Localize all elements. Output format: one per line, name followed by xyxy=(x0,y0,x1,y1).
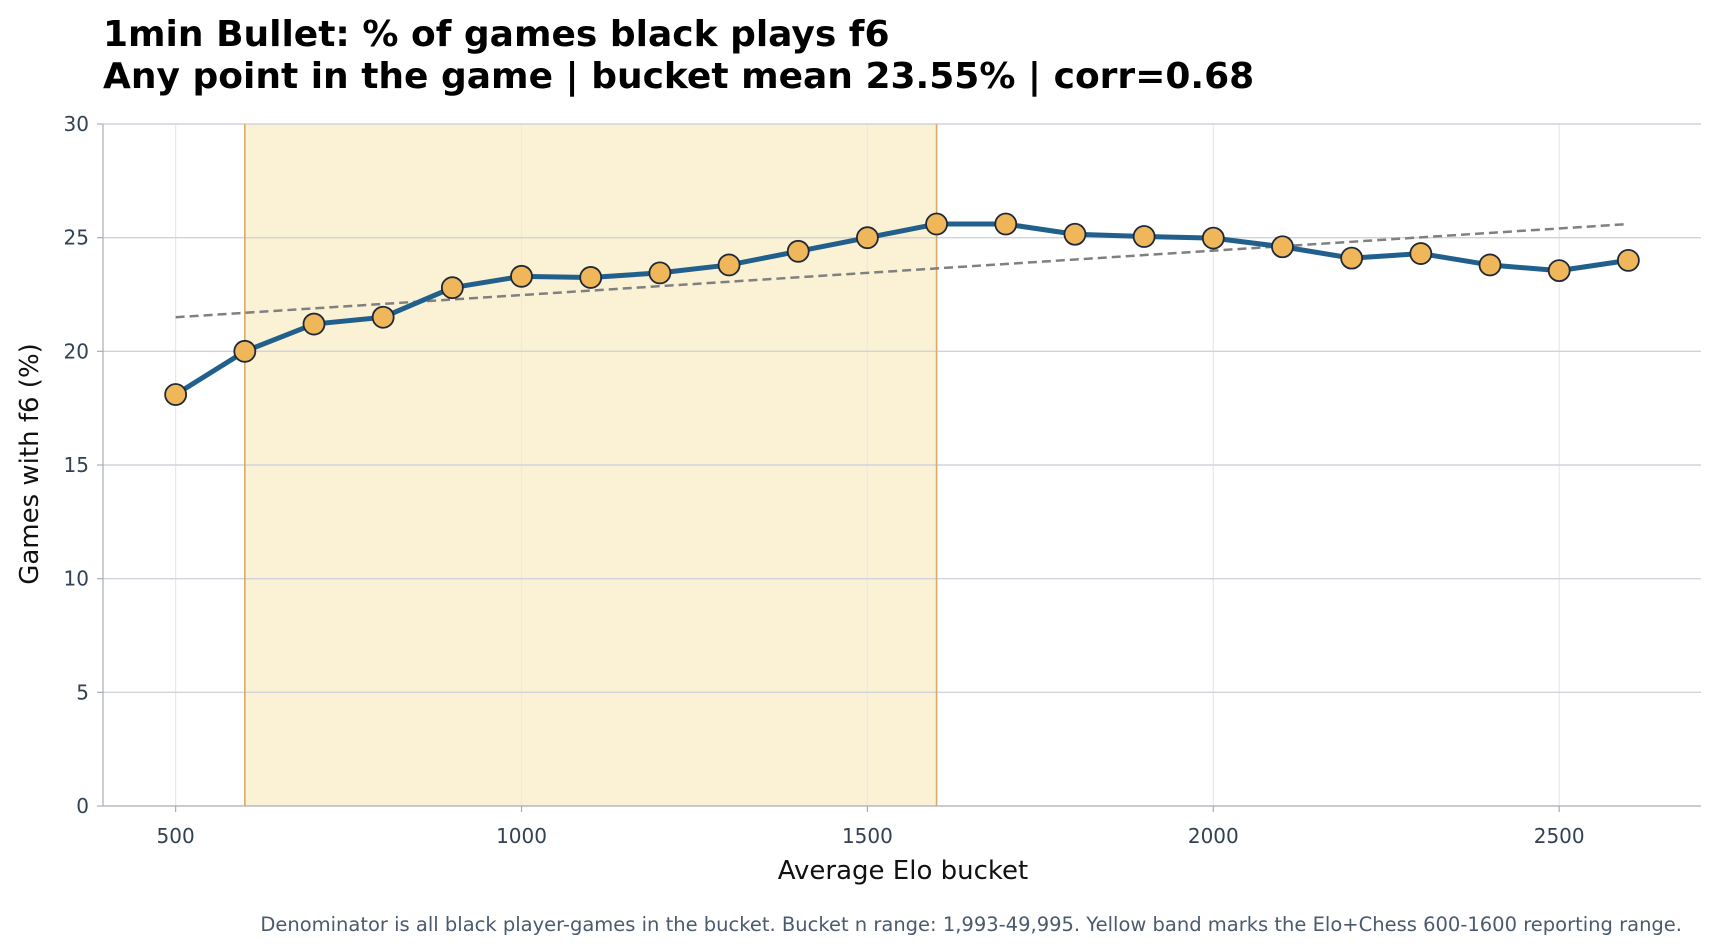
x-axis-label: Average Elo bucket xyxy=(778,856,1028,886)
data-point xyxy=(786,239,810,263)
series-line xyxy=(173,221,1631,398)
data-point xyxy=(1201,226,1225,250)
chart-title: 1min Bullet: % of games black plays f6 xyxy=(103,14,890,55)
y-tick-label: 30 xyxy=(64,112,89,136)
data-point xyxy=(856,226,879,250)
data-point xyxy=(717,253,741,277)
y-tick-label: 20 xyxy=(64,339,89,363)
x-tick-label: 1000 xyxy=(496,824,547,848)
data-point xyxy=(925,212,948,236)
data-point xyxy=(1409,242,1433,265)
data-point xyxy=(994,212,1018,236)
data-point xyxy=(1547,259,1571,283)
data-point xyxy=(1132,225,1156,248)
x-tick-label: 500 xyxy=(157,824,195,848)
data-point xyxy=(1063,222,1087,246)
x-tick-label: 1500 xyxy=(842,824,893,848)
data-point xyxy=(302,312,326,336)
y-axis-label: Games with f6 (%) xyxy=(15,343,45,585)
x-tick-label: 2000 xyxy=(1188,824,1239,848)
data-point xyxy=(233,339,257,363)
data-point xyxy=(579,266,603,289)
y-tick-label: 0 xyxy=(76,794,89,818)
data-point xyxy=(164,383,188,406)
plot-area: 0 5 10 15 20 25 30 500 1000 1500 2000 2500 xyxy=(64,112,1701,848)
data-point xyxy=(510,264,533,288)
footnote: Denominator is all black player-games in… xyxy=(260,913,1682,936)
x-tick-label: 2500 xyxy=(1534,824,1585,848)
data-point xyxy=(371,305,395,329)
data-point xyxy=(1271,235,1294,259)
chart-subtitle: Any point in the game | bucket mean 23.5… xyxy=(103,56,1254,97)
y-tick-label: 5 xyxy=(76,680,89,704)
data-point xyxy=(1478,253,1502,277)
data-point xyxy=(1340,246,1364,270)
y-tick-label: 25 xyxy=(64,226,89,250)
y-tick-label: 15 xyxy=(64,453,89,477)
data-point xyxy=(1616,248,1640,272)
y-tick-label: 10 xyxy=(64,567,89,591)
data-point xyxy=(440,276,464,300)
data-point xyxy=(648,261,672,285)
